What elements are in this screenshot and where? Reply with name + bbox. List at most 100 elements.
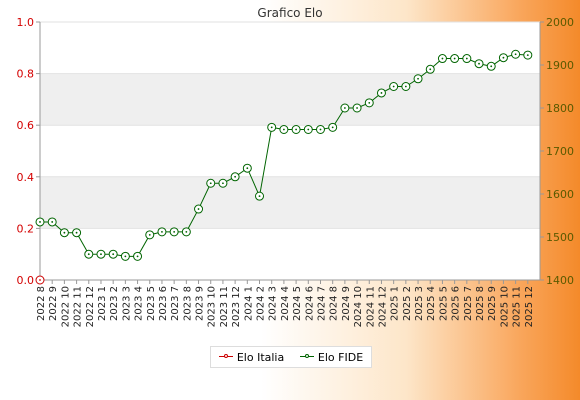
x-tick-label: 2025 8 xyxy=(475,286,486,321)
x-tick-label: 2023 10 xyxy=(207,286,218,327)
data-point-dot xyxy=(75,231,78,234)
x-tick-label: 2024 3 xyxy=(268,286,279,321)
data-point-dot xyxy=(270,126,273,129)
data-point-dot xyxy=(87,253,90,256)
x-tick-label: 2024 2 xyxy=(256,286,267,321)
x-tick-label: 2025 1 xyxy=(390,286,401,321)
y-left-tick-label: 0.0 xyxy=(17,274,35,287)
legend-label: Elo FIDE xyxy=(317,350,364,364)
x-tick-label: 2025 4 xyxy=(426,286,437,321)
data-point-dot xyxy=(343,107,346,109)
data-point-dot xyxy=(514,53,517,56)
data-point-dot xyxy=(465,57,468,60)
x-tick-label: 2025 5 xyxy=(438,286,449,321)
data-point-dot xyxy=(39,221,41,223)
x-tick-label: 2023 7 xyxy=(170,286,181,321)
data-point-dot xyxy=(124,255,127,258)
data-point-dot xyxy=(63,231,66,234)
y-right-tick-label: 2000 xyxy=(546,16,574,29)
y-left-tick-label: 0.6 xyxy=(17,119,35,132)
data-point-dot xyxy=(246,167,249,170)
y-left-tick-label: 0.8 xyxy=(17,68,35,81)
data-point-dot xyxy=(51,221,54,223)
x-tick-label: 2022 8 xyxy=(36,286,47,321)
x-tick-label: 2023 1 xyxy=(97,286,108,321)
x-tick-label: 2023 3 xyxy=(121,286,132,321)
data-point-dot xyxy=(234,175,237,178)
x-tick-label: 2022 10 xyxy=(60,286,71,327)
data-point-dot xyxy=(161,230,163,233)
x-tick-label: 2022 11 xyxy=(73,286,84,327)
x-tick-label: 2024 11 xyxy=(365,286,376,327)
legend-item: Elo Italia xyxy=(218,351,284,364)
y-right-tick-label: 1600 xyxy=(546,188,574,201)
data-point-dot xyxy=(100,253,102,256)
x-tick-label: 2024 4 xyxy=(280,286,291,321)
y-right-tick-label: 1800 xyxy=(546,102,574,115)
data-point-dot xyxy=(209,182,212,185)
plot-area xyxy=(40,22,540,280)
data-point-dot xyxy=(148,233,151,236)
x-tick-label: 2025 11 xyxy=(512,286,523,327)
data-point-dot xyxy=(185,230,188,233)
chart-title: Grafico Elo xyxy=(257,6,322,20)
x-tick-label: 2022 9 xyxy=(48,286,59,321)
legend-swatch xyxy=(299,352,314,362)
x-tick-label: 2024 5 xyxy=(292,286,303,321)
data-point-dot xyxy=(478,62,480,65)
data-point-dot xyxy=(222,182,224,185)
data-point-dot xyxy=(502,56,505,59)
x-tick-label: 2023 5 xyxy=(146,286,157,321)
x-tick-label: 2024 7 xyxy=(316,286,327,321)
x-tick-label: 2024 1 xyxy=(243,286,254,321)
x-tick-label: 2023 4 xyxy=(134,286,145,321)
y-right-tick-label: 1700 xyxy=(546,145,574,158)
data-point-dot xyxy=(526,54,529,57)
data-point-dot xyxy=(112,253,115,256)
x-tick-label: 2024 10 xyxy=(353,286,364,327)
x-tick-label: 2025 9 xyxy=(487,286,498,321)
data-point-dot xyxy=(404,85,407,88)
x-tick-label: 2024 12 xyxy=(377,286,388,327)
y-left-tick-label: 1.0 xyxy=(17,16,35,29)
x-tick-label: 2025 3 xyxy=(414,286,425,321)
y-right-tick-label: 1500 xyxy=(546,231,574,244)
x-tick-label: 2024 9 xyxy=(341,286,352,321)
data-point-dot xyxy=(429,68,432,71)
legend: Elo Italia Elo FIDE xyxy=(210,346,372,368)
data-point-dot xyxy=(283,128,285,131)
x-tick-label: 2024 8 xyxy=(329,286,340,321)
y-right-tick-label: 1900 xyxy=(546,59,574,72)
data-point-dot xyxy=(136,255,139,258)
legend-swatch xyxy=(218,352,233,362)
data-point-dot xyxy=(368,101,371,104)
x-tick-label: 2023 9 xyxy=(195,286,206,321)
data-point-dot xyxy=(490,65,493,68)
x-tick-label: 2023 6 xyxy=(158,286,169,321)
x-tick-label: 2023 11 xyxy=(219,286,230,327)
data-point-dot xyxy=(331,126,334,129)
x-tick-label: 2022 12 xyxy=(85,286,96,327)
data-point-dot xyxy=(307,128,310,131)
x-tick-label: 2025 6 xyxy=(451,286,462,321)
x-tick-label: 2025 12 xyxy=(524,286,535,327)
x-tick-label: 2023 8 xyxy=(182,286,193,321)
data-point-dot xyxy=(453,57,456,60)
data-point-dot xyxy=(197,208,200,210)
x-tick-label: 2024 6 xyxy=(304,286,315,321)
data-point-dot xyxy=(295,128,297,131)
x-tick-label: 2025 10 xyxy=(499,286,510,327)
data-point-dot xyxy=(258,195,261,198)
grid-band xyxy=(40,73,540,126)
data-point-dot xyxy=(441,57,444,60)
x-tick-label: 2023 2 xyxy=(109,286,120,321)
data-point-dot xyxy=(319,128,322,131)
data-point-dot xyxy=(356,107,358,109)
data-point-dot xyxy=(39,279,41,281)
grid-band xyxy=(40,176,540,229)
data-point-dot xyxy=(417,77,419,80)
x-tick-label: 2025 7 xyxy=(463,286,474,321)
y-left-tick-label: 0.4 xyxy=(17,171,35,184)
